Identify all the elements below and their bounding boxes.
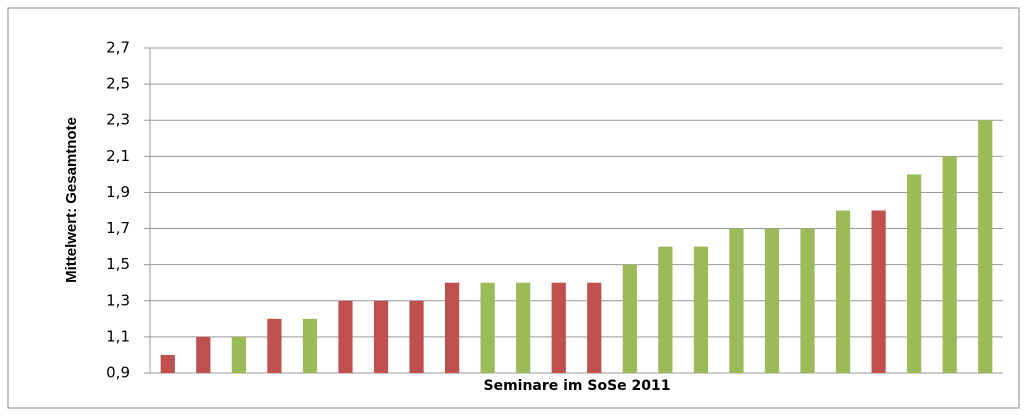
bar <box>373 300 389 373</box>
y-tick-label: 1,5 <box>106 255 130 273</box>
bar <box>516 282 531 373</box>
y-axis-title: Mittelwert: Gesamtnote <box>63 117 80 283</box>
bar <box>302 318 318 373</box>
y-tick-label: 1,9 <box>106 183 130 201</box>
bar <box>907 174 922 373</box>
bar <box>871 210 886 373</box>
bar <box>942 156 957 373</box>
bar <box>978 120 993 373</box>
bar <box>835 210 851 373</box>
y-tick-label: 1,3 <box>106 291 130 309</box>
y-tick-label: 1,7 <box>106 219 130 237</box>
y-tick-label: 1,1 <box>106 327 130 345</box>
y-tick-label: 2,7 <box>106 39 130 57</box>
bar <box>160 354 175 373</box>
bar <box>444 282 460 373</box>
y-tick-label: 2,1 <box>106 147 130 165</box>
bar <box>267 318 282 373</box>
bar <box>551 282 566 373</box>
bar <box>338 300 353 373</box>
x-axis-title: Seminare im SoSe 2011 <box>483 378 670 394</box>
bar <box>622 264 637 373</box>
bar <box>658 246 673 373</box>
chart-border <box>7 7 1020 409</box>
y-tick-label: 0,9 <box>106 364 130 382</box>
bar <box>693 246 709 373</box>
bar <box>231 336 246 373</box>
bar <box>196 336 211 373</box>
bar <box>729 228 744 373</box>
y-tick-label: 2,5 <box>106 75 130 93</box>
bar <box>480 282 495 373</box>
y-tick-label: 2,3 <box>106 111 130 129</box>
bar <box>587 282 602 373</box>
bar <box>800 228 815 373</box>
bar <box>764 228 780 373</box>
bar <box>409 300 424 373</box>
